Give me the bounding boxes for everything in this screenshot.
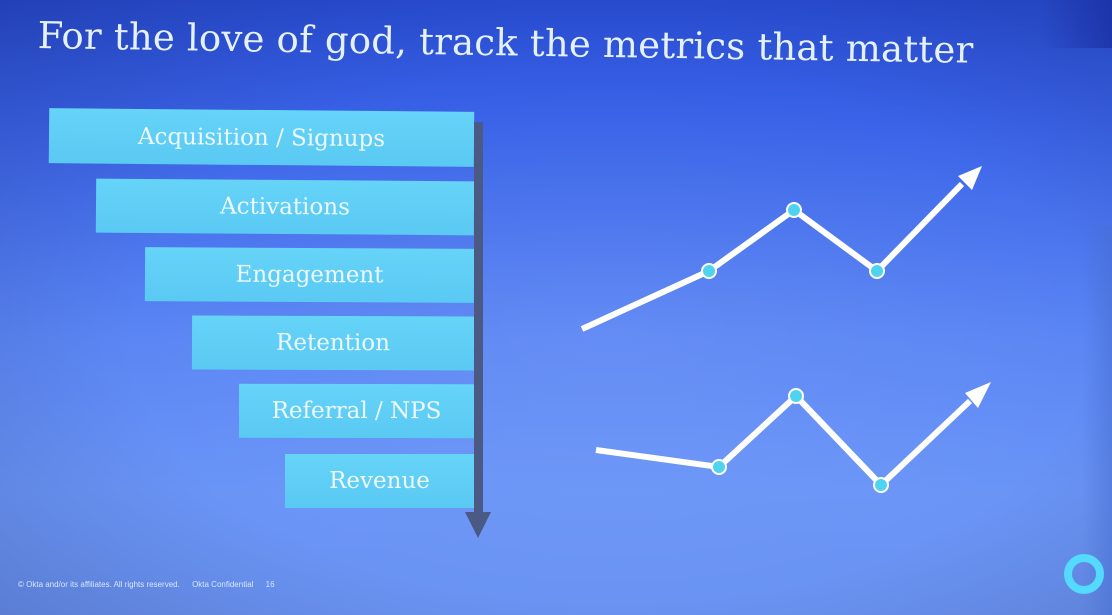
background-shade: [1042, 0, 1112, 48]
copyright-text: © Okta and/or its affiliates. All rights…: [18, 580, 180, 589]
arrow-head-icon: [965, 382, 991, 408]
data-point: [869, 263, 885, 279]
upper-trend-line: [580, 166, 982, 332]
background-edge: [1082, 225, 1112, 615]
funnel-arrow-shaft: [474, 122, 483, 516]
funnel-bar-revenue: Revenue: [285, 454, 474, 508]
page-number: 16: [265, 580, 275, 589]
arrow-head-icon: [958, 166, 982, 190]
data-point: [711, 459, 727, 475]
confidential-text: Okta Confidential: [192, 580, 254, 589]
data-point: [788, 388, 804, 404]
slide-footer: © Okta and/or its affiliates. All rights…: [18, 580, 285, 589]
down-arrow-icon: [465, 512, 491, 538]
data-point: [873, 477, 889, 493]
data-point: [701, 263, 717, 279]
funnel-label: Revenue: [329, 468, 430, 494]
lower-trend-line: [595, 382, 991, 493]
data-point: [786, 202, 802, 218]
okta-ring-logo-icon: [1064, 554, 1104, 594]
